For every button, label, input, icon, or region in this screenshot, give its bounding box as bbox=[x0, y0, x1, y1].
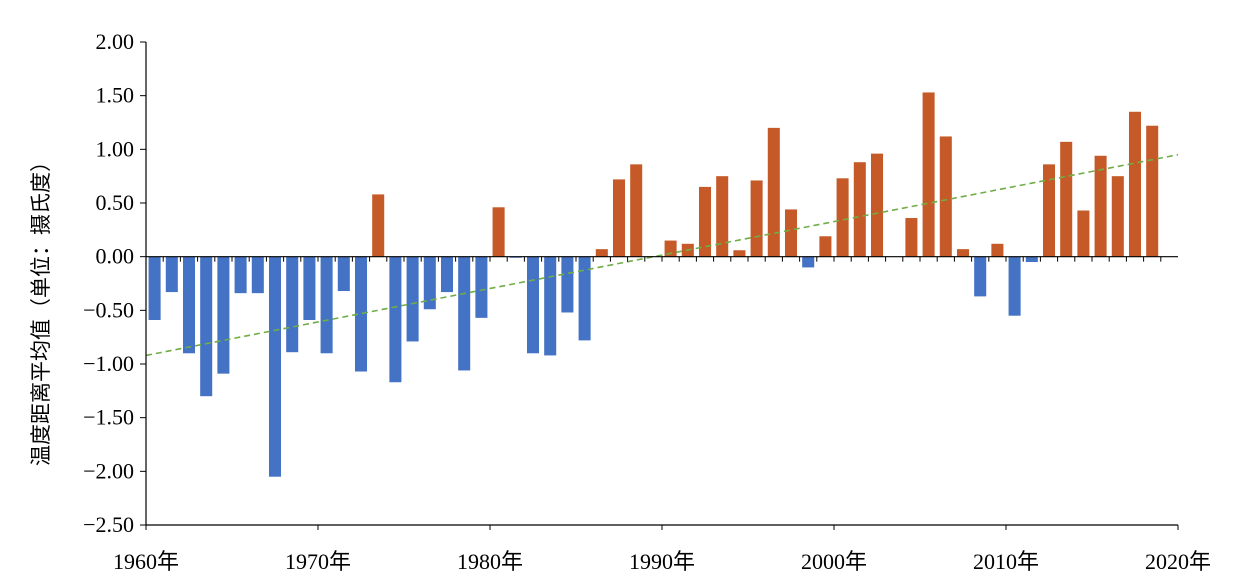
bar-2002 bbox=[853, 162, 866, 257]
y-tick-label: 2.00 bbox=[96, 29, 135, 54]
bar-2006 bbox=[922, 92, 935, 257]
bar-1994 bbox=[716, 176, 729, 257]
x-tick-label: 1980年 bbox=[457, 549, 523, 574]
bar-1969 bbox=[286, 256, 299, 353]
bar-1976 bbox=[406, 256, 419, 342]
bar-1977 bbox=[423, 256, 436, 310]
bar-1968 bbox=[268, 256, 282, 477]
x-tick-label: 2000年 bbox=[801, 549, 867, 574]
y-tick-label: −1.00 bbox=[83, 351, 134, 376]
bar-1993 bbox=[698, 186, 712, 257]
bar-1999 bbox=[802, 256, 815, 268]
bar-1964 bbox=[200, 256, 213, 397]
bar-2009 bbox=[974, 256, 987, 297]
bar-1997 bbox=[767, 127, 780, 257]
y-tick-label: 0.00 bbox=[96, 244, 135, 269]
bar-1983 bbox=[526, 256, 540, 354]
labels-layer: 2.00 1.50 1.00 0.50 0.00 −0.50 −1.00 −1.50 −2.00… bbox=[29, 29, 1211, 574]
bar-2008 bbox=[956, 249, 970, 257]
bar-1989 bbox=[630, 164, 643, 257]
x-tick-label: 2020年 bbox=[1145, 549, 1211, 574]
bar-1974 bbox=[372, 194, 385, 257]
y-tick-label: −2.50 bbox=[83, 512, 134, 537]
y-tick-label: 0.50 bbox=[96, 190, 135, 215]
bar-1972 bbox=[337, 256, 350, 292]
bars-layer bbox=[148, 92, 1159, 477]
bar-1973 bbox=[354, 256, 368, 372]
bar-1981 bbox=[492, 207, 505, 257]
x-tick-label: 2010年 bbox=[973, 549, 1039, 574]
x-tick-label: 1970年 bbox=[285, 549, 351, 574]
y-tick-label: 1.50 bbox=[96, 83, 135, 108]
bar-1967 bbox=[251, 256, 264, 294]
y-tick-label: −2.00 bbox=[83, 458, 134, 483]
bar-1987 bbox=[595, 249, 608, 257]
bar-1986 bbox=[578, 256, 591, 341]
bar-1998 bbox=[784, 209, 798, 257]
bar-2011 bbox=[1008, 256, 1021, 316]
bar-2000 bbox=[819, 236, 832, 257]
bar-2017 bbox=[1111, 176, 1124, 257]
trend-layer bbox=[145, 153, 1179, 357]
bar-1970 bbox=[303, 256, 316, 320]
bar-1996 bbox=[750, 180, 763, 257]
bar-2015 bbox=[1077, 210, 1090, 257]
bar-2014 bbox=[1060, 141, 1073, 257]
bar-1988 bbox=[612, 179, 626, 257]
bar-2019 bbox=[1146, 125, 1159, 257]
y-tick-label: −0.50 bbox=[83, 297, 134, 322]
bar-2012 bbox=[1025, 256, 1038, 263]
y-tick-label: −1.50 bbox=[83, 405, 134, 430]
bar-2013 bbox=[1042, 164, 1056, 257]
bar-1979 bbox=[458, 256, 471, 371]
bar-2010 bbox=[991, 243, 1004, 257]
bar-2001 bbox=[836, 178, 849, 257]
bar-1961 bbox=[148, 256, 161, 320]
y-tick-label: 1.00 bbox=[96, 136, 135, 161]
axes-layer bbox=[140, 41, 1179, 530]
bar-2007 bbox=[939, 136, 952, 257]
bar-1975 bbox=[389, 256, 402, 383]
bar-1962 bbox=[165, 256, 178, 293]
bar-1985 bbox=[561, 256, 574, 313]
bar-2003 bbox=[870, 153, 884, 257]
bar-1963 bbox=[182, 256, 196, 354]
bar-2005 bbox=[905, 218, 918, 257]
bar-1984 bbox=[544, 256, 557, 356]
bar-1965 bbox=[217, 256, 230, 374]
bar-1980 bbox=[475, 256, 488, 318]
bar-2018 bbox=[1128, 111, 1142, 257]
bar-1966 bbox=[234, 256, 247, 294]
bar-1995 bbox=[733, 250, 746, 257]
bar-1971 bbox=[320, 256, 333, 354]
bar-1991 bbox=[664, 240, 677, 257]
x-tick-label: 1990年 bbox=[629, 549, 695, 574]
y-axis-title: 温度距离平均值（单位：摄氏度） bbox=[29, 151, 53, 466]
bar-2016 bbox=[1094, 155, 1107, 257]
bar-1978 bbox=[440, 256, 454, 293]
trend-line bbox=[145, 153, 1179, 357]
x-tick-label: 1960年 bbox=[113, 549, 179, 574]
